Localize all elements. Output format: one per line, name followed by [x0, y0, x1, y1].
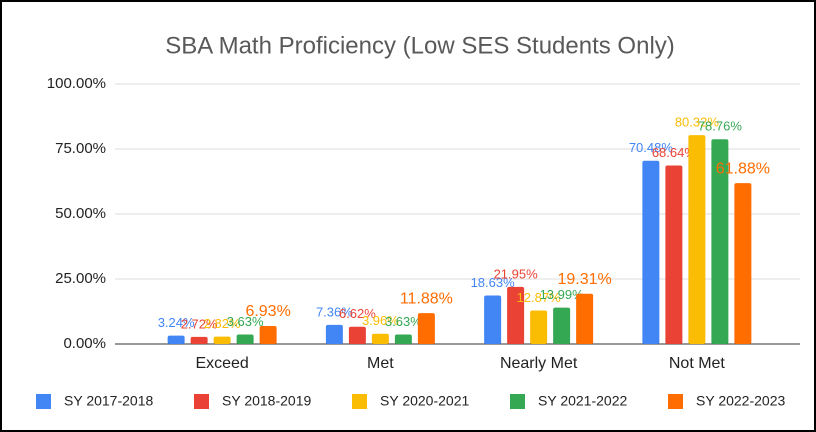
legend-label: SY 2022-2023 [696, 393, 785, 409]
bar [394, 334, 412, 344]
bar [642, 160, 660, 344]
data-label: 61.88% [716, 160, 770, 177]
bar [348, 326, 366, 344]
y-tick-label: 25.00% [55, 270, 106, 287]
legend-label: SY 2020-2021 [380, 393, 469, 409]
data-label: 13.99% [540, 287, 585, 302]
legend-label: SY 2017-2018 [64, 393, 153, 409]
y-tick-label: 50.00% [55, 205, 106, 222]
bar [236, 334, 254, 344]
data-label: 68.64% [652, 145, 697, 160]
bar [484, 295, 502, 344]
x-tick-label: Nearly Met [500, 355, 578, 372]
bar [325, 324, 343, 344]
bar [734, 183, 752, 344]
chart-title: SBA Math Proficiency (Low SES Students O… [165, 32, 675, 59]
y-tick-label: 0.00% [63, 335, 106, 352]
legend-swatch [352, 394, 367, 409]
data-label: 19.31% [557, 271, 611, 288]
bar [259, 325, 277, 344]
data-label: 2.82% [204, 316, 241, 331]
bar [213, 336, 231, 344]
x-tick-label: Met [367, 355, 394, 372]
data-label: 7.36% [316, 304, 353, 319]
legend-label: SY 2018-2019 [222, 393, 311, 409]
data-label: 3.96% [362, 313, 399, 328]
bar [417, 313, 435, 344]
bar [553, 307, 571, 344]
x-tick-label: Not Met [669, 355, 726, 372]
bar [507, 286, 525, 344]
legend-swatch [194, 394, 209, 409]
data-label: 80.32% [675, 115, 720, 130]
bar [688, 135, 706, 344]
data-label: 6.93% [245, 303, 290, 320]
bar [576, 293, 594, 344]
bar [167, 335, 185, 344]
bar [371, 333, 389, 344]
data-label: 12.87% [517, 290, 562, 305]
bar [530, 310, 548, 344]
y-tick-label: 100.00% [47, 75, 106, 92]
data-label: 21.95% [494, 266, 539, 281]
data-label: 18.63% [471, 275, 516, 290]
data-label: 3.63% [227, 314, 264, 329]
data-label: 70.48% [629, 140, 674, 155]
legend-swatch [36, 394, 51, 409]
y-tick-label: 75.00% [55, 140, 106, 157]
data-label: 6.62% [339, 306, 376, 321]
legend-swatch [510, 394, 525, 409]
bar [711, 139, 729, 344]
x-tick-label: Exceed [195, 355, 248, 372]
legend-swatch [668, 394, 683, 409]
legend-label: SY 2021-2022 [538, 393, 627, 409]
data-label: 3.24% [158, 315, 195, 330]
bar [190, 336, 208, 344]
data-label: 2.72% [181, 316, 218, 331]
data-label: 11.88% [400, 290, 453, 307]
data-label: 78.76% [698, 119, 743, 134]
data-label: 3.63% [385, 314, 422, 329]
bar [665, 165, 683, 344]
